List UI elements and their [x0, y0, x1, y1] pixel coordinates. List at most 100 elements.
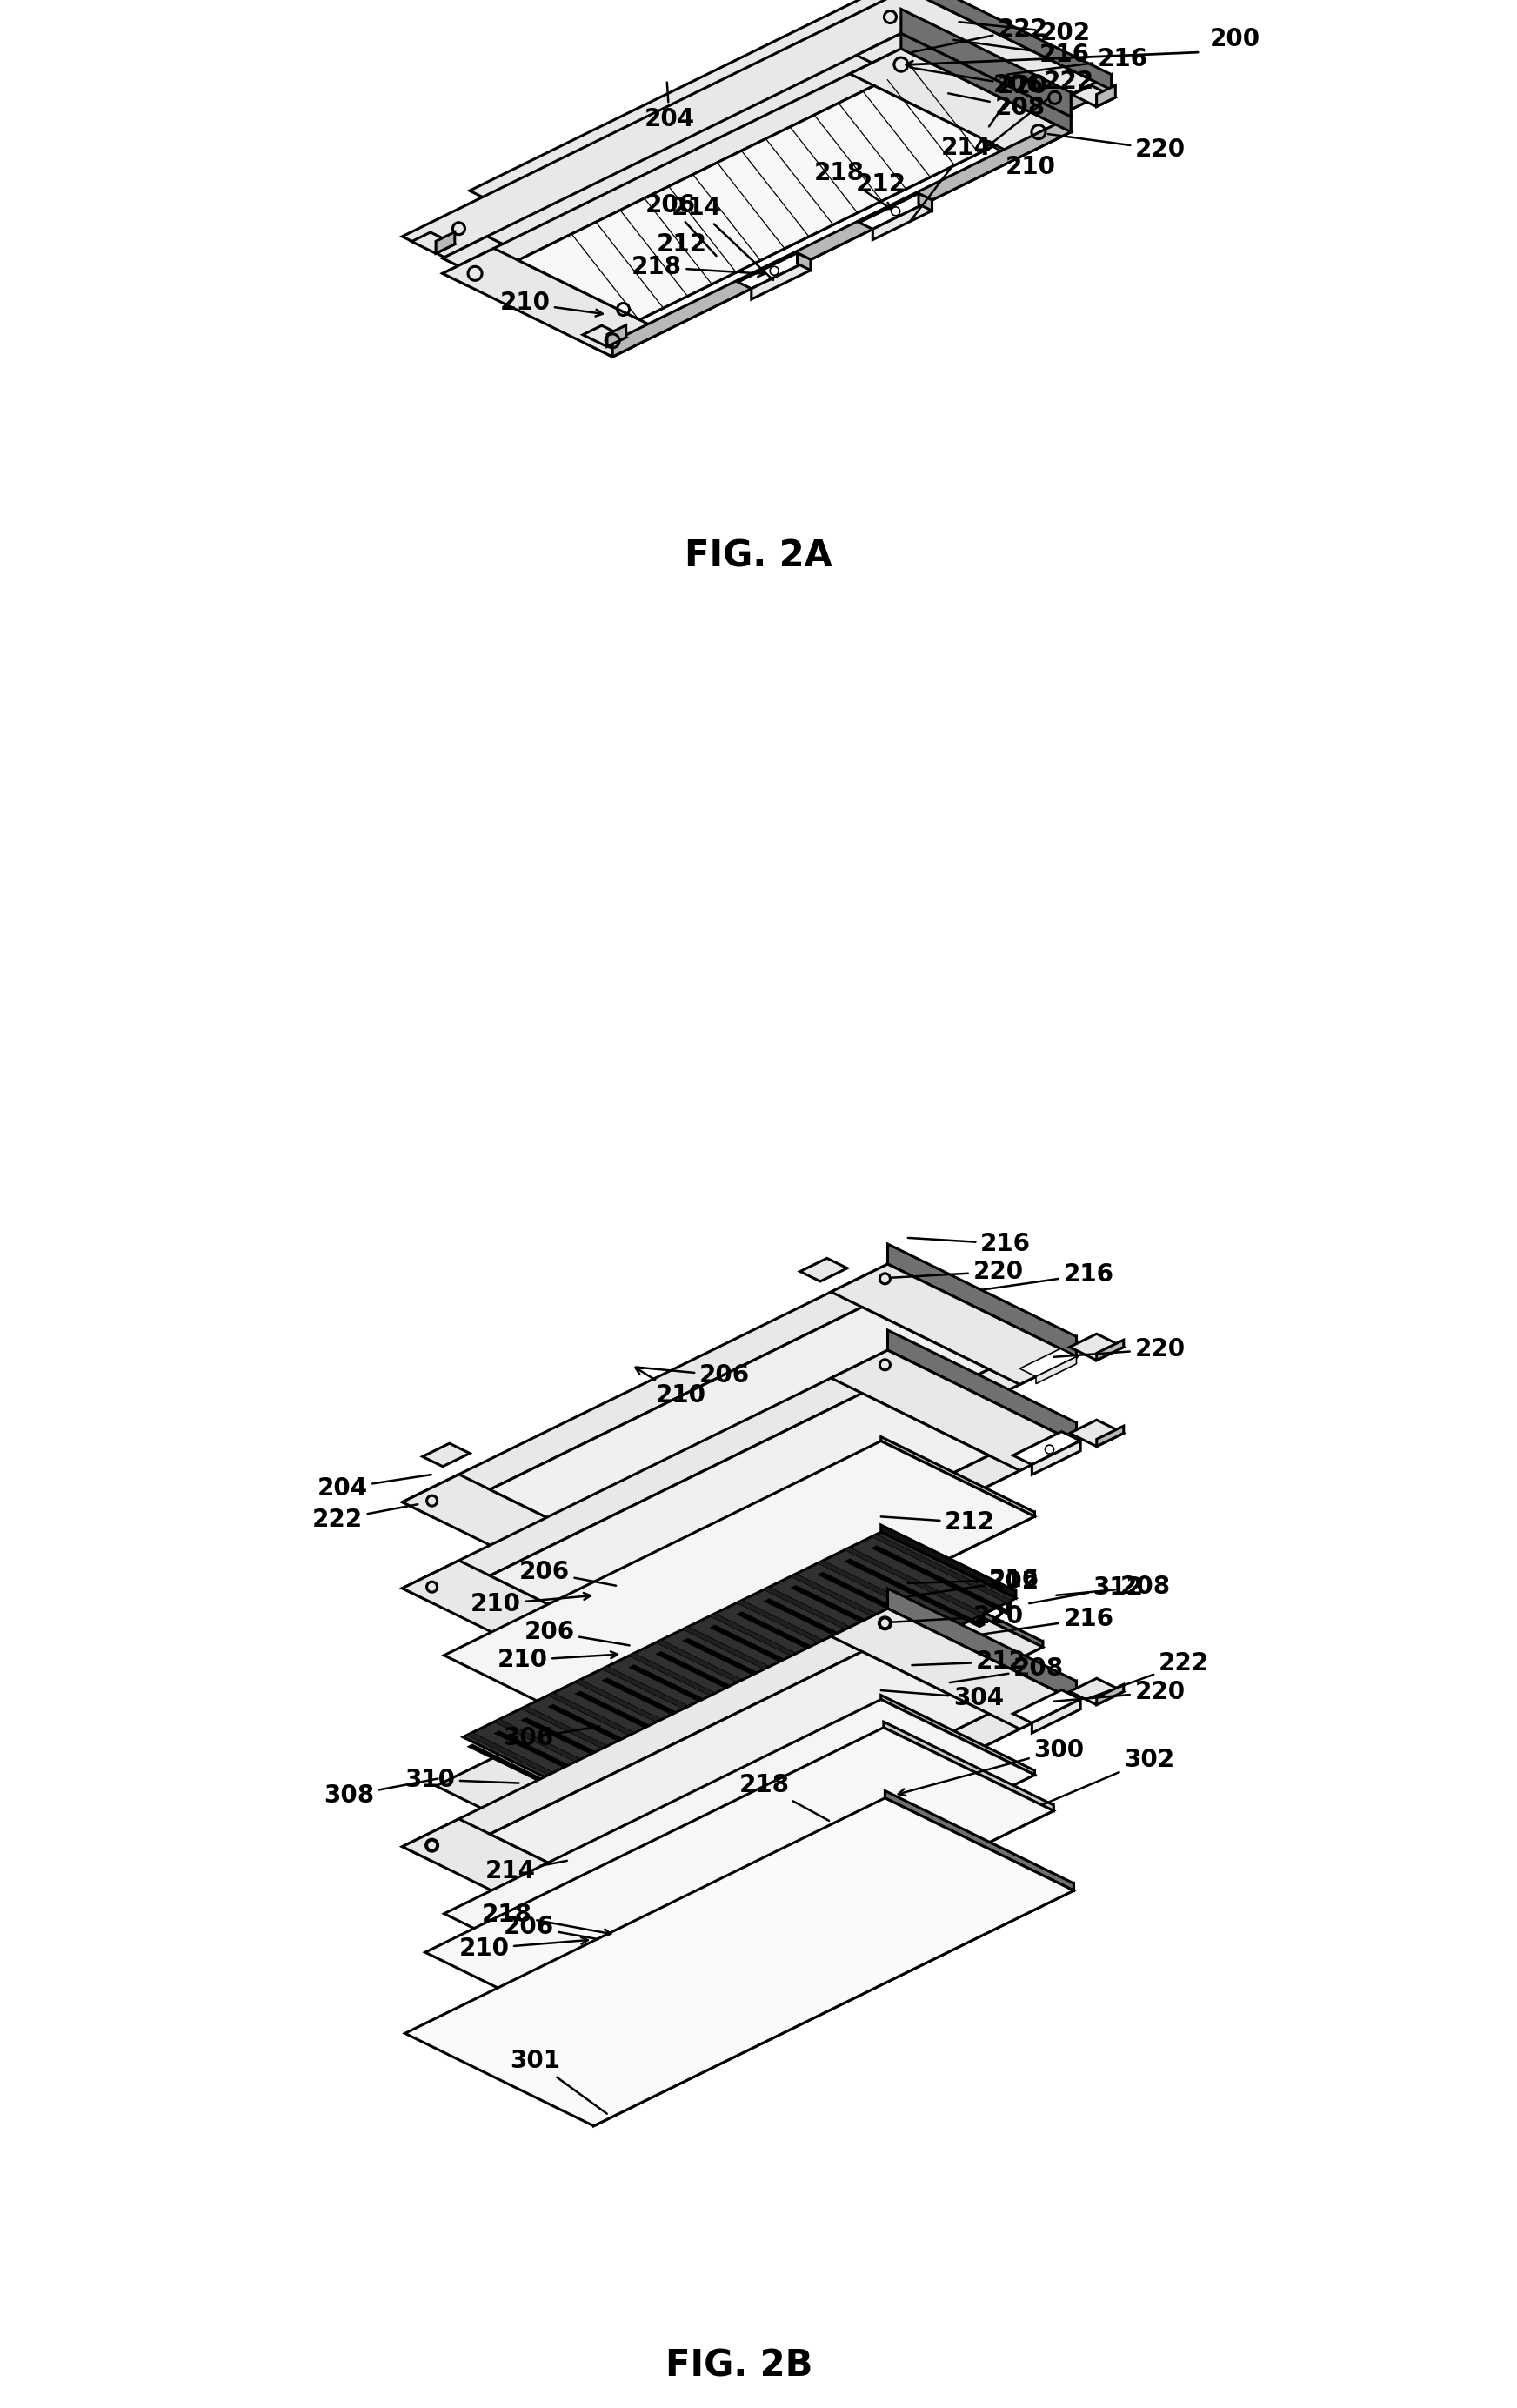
Text: 214: 214	[910, 137, 991, 219]
Polygon shape	[887, 1589, 1077, 1700]
Polygon shape	[845, 1548, 985, 1616]
Polygon shape	[1036, 1356, 1077, 1385]
Text: 308: 308	[323, 1780, 438, 1808]
Polygon shape	[1097, 84, 1115, 106]
Polygon shape	[845, 1558, 985, 1628]
Text: 220: 220	[1053, 1336, 1185, 1361]
Polygon shape	[598, 1770, 1035, 1989]
Polygon shape	[881, 1524, 1016, 1599]
Polygon shape	[598, 1512, 1035, 1731]
Polygon shape	[1069, 1334, 1124, 1361]
Text: FIG. 2B: FIG. 2B	[666, 2348, 813, 2384]
Polygon shape	[402, 1609, 919, 1861]
Polygon shape	[402, 1818, 648, 1938]
Polygon shape	[595, 1806, 1053, 2035]
Polygon shape	[463, 1531, 1016, 1804]
Polygon shape	[589, 1934, 616, 1953]
Text: 216: 216	[981, 1262, 1113, 1291]
Polygon shape	[602, 1678, 742, 1746]
Polygon shape	[763, 1599, 904, 1666]
Polygon shape	[423, 1442, 470, 1466]
Text: 210: 210	[458, 1936, 589, 1960]
Text: 310: 310	[405, 1767, 519, 1792]
Polygon shape	[831, 1264, 1077, 1385]
Polygon shape	[569, 1907, 636, 1941]
Polygon shape	[1069, 1421, 1124, 1447]
Polygon shape	[435, 231, 455, 253]
Polygon shape	[710, 1613, 850, 1683]
Text: 206: 206	[989, 72, 1044, 128]
Polygon shape	[871, 1546, 1012, 1613]
Polygon shape	[443, 34, 921, 267]
Polygon shape	[402, 0, 1112, 337]
Polygon shape	[467, 1731, 607, 1801]
Polygon shape	[763, 1587, 904, 1657]
Polygon shape	[737, 1601, 877, 1669]
Text: 206: 206	[636, 1363, 749, 1387]
Polygon shape	[1006, 1601, 1012, 1613]
Polygon shape	[592, 1423, 1077, 1681]
Polygon shape	[435, 1568, 1042, 1866]
Text: 214: 214	[485, 1859, 567, 1883]
Text: 300: 300	[898, 1739, 1085, 1796]
Text: 208: 208	[948, 94, 1045, 120]
Polygon shape	[444, 1700, 1035, 1989]
Polygon shape	[602, 1666, 742, 1736]
Polygon shape	[683, 1628, 822, 1695]
Polygon shape	[790, 1705, 796, 1719]
Text: 206: 206	[504, 1914, 598, 1938]
Text: 301: 301	[510, 2049, 607, 2114]
Polygon shape	[883, 1722, 1053, 1811]
Polygon shape	[690, 250, 734, 272]
Text: 216: 216	[907, 1568, 1039, 1592]
Polygon shape	[630, 1784, 634, 1799]
Polygon shape	[405, 1799, 1074, 2126]
Text: 210: 210	[983, 142, 1056, 178]
Polygon shape	[881, 1563, 1042, 1647]
Text: 312: 312	[1029, 1575, 1144, 1604]
Polygon shape	[790, 1541, 859, 1575]
Polygon shape	[953, 1628, 957, 1640]
Polygon shape	[613, 116, 1071, 356]
Polygon shape	[1097, 1683, 1124, 1705]
Polygon shape	[881, 1438, 1035, 1517]
Text: 212: 212	[912, 1649, 1025, 1674]
Polygon shape	[592, 1681, 1077, 1938]
Text: 212: 212	[856, 173, 906, 197]
Text: 210: 210	[499, 291, 602, 315]
Polygon shape	[872, 200, 931, 241]
Text: FIG. 2A: FIG. 2A	[684, 539, 833, 576]
Polygon shape	[443, 236, 657, 342]
Polygon shape	[887, 1329, 1077, 1442]
Polygon shape	[607, 75, 1112, 337]
Polygon shape	[598, 1642, 1042, 1866]
Polygon shape	[402, 1560, 648, 1681]
Polygon shape	[887, 1245, 1077, 1356]
Polygon shape	[1069, 1678, 1124, 1705]
Text: 208: 208	[1056, 1575, 1171, 1599]
Polygon shape	[790, 1584, 931, 1654]
Text: 212: 212	[881, 1510, 995, 1534]
Polygon shape	[592, 1575, 631, 1601]
Polygon shape	[737, 1731, 742, 1746]
Polygon shape	[710, 1625, 850, 1693]
Text: 214: 214	[672, 195, 774, 279]
Text: 216: 216	[1007, 46, 1148, 75]
Polygon shape	[655, 1652, 796, 1719]
Polygon shape	[589, 1589, 616, 1609]
Polygon shape	[810, 1808, 859, 1842]
Text: 206: 206	[645, 193, 716, 255]
Polygon shape	[490, 1652, 989, 1895]
Polygon shape	[871, 1666, 877, 1681]
Polygon shape	[901, 10, 1071, 116]
Text: 222: 222	[912, 17, 1048, 53]
Polygon shape	[859, 193, 931, 229]
Polygon shape	[627, 51, 1044, 267]
Polygon shape	[444, 1440, 1035, 1731]
Polygon shape	[630, 1664, 769, 1734]
Polygon shape	[548, 1693, 689, 1763]
Polygon shape	[1019, 1348, 1077, 1377]
Polygon shape	[602, 1799, 607, 1813]
Polygon shape	[589, 120, 1071, 356]
Text: 210: 210	[636, 1368, 707, 1409]
